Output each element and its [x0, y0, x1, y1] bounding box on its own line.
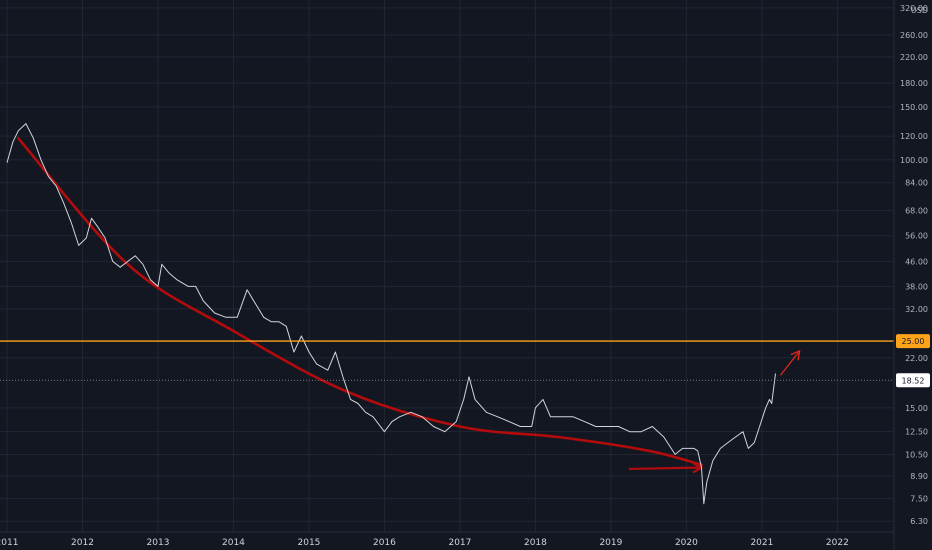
resistance-badge [896, 334, 930, 349]
y-tick-label-17: 12.50 [905, 428, 928, 437]
price-axis-panel[interactable] [894, 0, 932, 550]
downtrend-curve [17, 137, 703, 467]
horizontal-arrow-shaft [628, 466, 703, 471]
y-tick-label-20: 7.50 [910, 494, 928, 503]
gridlines [0, 0, 894, 532]
y-tick-label-9: 56.00 [905, 232, 928, 241]
y-tick-label-0: 320.00 [900, 4, 928, 13]
last-price-badge [896, 373, 930, 388]
y-tick-label-4: 150.00 [900, 103, 928, 112]
y-tick-label-18: 10.50 [905, 450, 928, 459]
y-tick-label-2: 220.00 [900, 53, 928, 62]
y-tick-label-6: 100.00 [900, 156, 928, 165]
upward-arrow-shaft [780, 350, 801, 376]
y-tick-label-14: 22.00 [905, 354, 928, 363]
y-tick-label-10: 46.00 [905, 257, 928, 266]
x-tick-label-4: 2015 [298, 538, 321, 548]
upward-arrow-head [790, 350, 801, 361]
x-tick-label-5: 2016 [373, 538, 396, 548]
y-tick-label-12: 32.00 [905, 305, 928, 314]
y-tick-label-8: 68.00 [905, 206, 928, 215]
resistance-label: 25.00 [902, 337, 925, 346]
trend-annotations [17, 137, 801, 474]
y-tick-label-1: 260.00 [900, 31, 928, 40]
x-tick-label-8: 2019 [599, 538, 622, 548]
x-tick-label-6: 2017 [448, 538, 471, 548]
currency-label: USD [911, 6, 928, 15]
x-tick-label-7: 2018 [524, 538, 547, 548]
last-price-label: 18.52 [902, 376, 925, 385]
y-tick-label-21: 6.30 [910, 517, 928, 526]
x-tick-label-9: 2020 [675, 538, 698, 548]
y-tick-label-11: 38.00 [905, 282, 928, 291]
x-tick-label-11: 2022 [826, 538, 849, 548]
price-levels [0, 340, 894, 381]
y-tick-label-19: 8.90 [910, 472, 928, 481]
price-line [6, 123, 776, 505]
y-tick-label-3: 180.00 [900, 79, 928, 88]
price-axis: 320.00 260.00 220.00 180.00 150.00 120.00 100.… [896, 4, 930, 526]
x-tick-label-3: 2014 [222, 538, 245, 548]
y-tick-label-5: 120.00 [900, 132, 928, 141]
x-tick-label-1: 2012 [71, 538, 94, 548]
y-tick-label-7: 84.00 [905, 179, 928, 188]
x-tick-label-10: 2021 [750, 538, 773, 548]
price-series [6, 123, 776, 505]
y-tick-label-16: 15.00 [905, 404, 928, 413]
x-tick-label-2: 2013 [147, 538, 170, 548]
